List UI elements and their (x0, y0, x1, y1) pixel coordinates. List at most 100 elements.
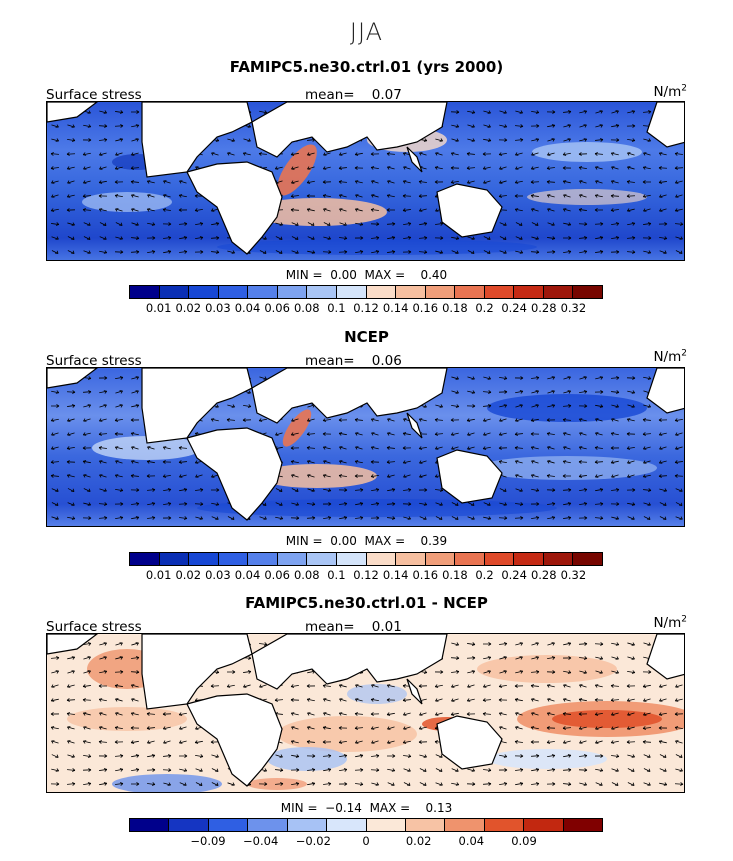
panel1-minmax: MIN = 0.00 MAX = 0.40 (0, 268, 733, 282)
panel2-colorbar-ticks: 0.01 0.02 0.03 0.04 0.06 0.08 0.1 0.12 0.14 0.16 0… (129, 568, 603, 582)
colorbar-swatch (248, 286, 278, 298)
colorbar-swatch (425, 286, 456, 298)
colorbar-tick-label: 0.28 (530, 568, 557, 582)
colorbar-swatch (366, 286, 397, 298)
panel1-min-label: MIN = (285, 268, 323, 282)
colorbar-tick-label: 0.01 (145, 568, 172, 582)
colorbar-swatch (336, 553, 367, 565)
panel3-title: FAMIPC5.ne30.ctrl.01 - NCEP (245, 594, 488, 612)
panel3-units-exp: 2 (681, 614, 687, 625)
panel3-min-value: −0.14 (325, 801, 362, 815)
colorbar-tick-label: −0.02 (295, 834, 331, 848)
colorbar-tick-label: 0.32 (560, 301, 587, 315)
colorbar-swatch (208, 819, 249, 831)
colorbar-swatch (218, 286, 249, 298)
panel2-mean: mean= 0.06 (305, 354, 402, 368)
panel2-map (46, 367, 685, 527)
colorbar-swatch (366, 819, 406, 831)
colorbar-tick-label: 0.06 (264, 568, 290, 582)
colorbar-swatch (396, 553, 426, 565)
panel3-coastlines (47, 634, 684, 787)
colorbar-swatch (277, 553, 308, 565)
colorbar-swatch (159, 286, 190, 298)
panel1-units-exp: 2 (681, 83, 687, 94)
panel3-diff-patches (67, 649, 684, 792)
colorbar-swatch (484, 819, 525, 831)
panel2-mean-value: 0.06 (371, 353, 402, 369)
panel3-mean-label: mean= (305, 619, 355, 635)
colorbar-tick-label: 0.2 (475, 301, 494, 315)
colorbar-tick-label: 0.28 (530, 301, 557, 315)
colorbar-swatch (543, 553, 574, 565)
colorbar-swatch (336, 286, 367, 298)
panel1-mean: mean= 0.07 (305, 88, 402, 102)
colorbar-swatch (573, 553, 602, 565)
panel2-mean-label: mean= (305, 353, 355, 369)
panel3-units-base: N/m (653, 615, 682, 631)
colorbar-swatch (189, 286, 219, 298)
colorbar-swatch (563, 819, 603, 831)
colorbar-tick-label: 0.32 (560, 568, 587, 582)
colorbar-swatch (287, 819, 328, 831)
panel3-map (46, 633, 685, 793)
colorbar-swatch (130, 819, 170, 831)
colorbar-swatch (248, 819, 288, 831)
colorbar-tick-label: 0.03 (205, 301, 231, 315)
colorbar-tick-label: 0 (362, 834, 370, 848)
colorbar-swatch (524, 819, 564, 831)
colorbar-tick-label: 0.16 (412, 568, 439, 582)
panel1-map-svg (47, 102, 684, 260)
panel1-map (46, 101, 685, 261)
colorbar-swatch (573, 286, 602, 298)
colorbar-swatch (218, 553, 249, 565)
panel3-map-svg (47, 634, 684, 792)
colorbar-swatch (514, 553, 544, 565)
colorbar-tick-label: 0.02 (175, 568, 202, 582)
colorbar-swatch (159, 553, 190, 565)
colorbar-tick-label: 0.18 (442, 568, 468, 582)
panel2-max-value: 0.39 (420, 534, 448, 548)
panel3-units: N/m2 (653, 614, 687, 631)
colorbar-tick-label: 0.24 (501, 568, 527, 582)
colorbar-tick-label: 0.24 (501, 301, 527, 315)
panel1-mean-label: mean= (305, 87, 355, 103)
colorbar-tick-label: 0.02 (175, 301, 202, 315)
panel2-units: N/m2 (653, 349, 687, 364)
colorbar-tick-label: 0.16 (412, 301, 439, 315)
panel2-coastlines (47, 368, 684, 521)
colorbar-swatch (366, 553, 397, 565)
panel1-mean-value: 0.07 (371, 87, 402, 103)
panel3-max-label: MAX = (369, 801, 411, 815)
panel3-minmax: MIN = −0.14 MAX = 0.13 (0, 801, 733, 815)
colorbar-swatch (307, 286, 337, 298)
colorbar-swatch (514, 286, 544, 298)
colorbar-tick-label: 0.12 (353, 568, 379, 582)
colorbar-swatch (130, 553, 160, 565)
colorbar-swatch (484, 286, 515, 298)
panel1-units-base: N/m (653, 84, 682, 100)
panel2-minmax: MIN = 0.00 MAX = 0.39 (0, 534, 733, 548)
panel3-min-label: MIN = (280, 801, 318, 815)
colorbar-swatch (445, 819, 485, 831)
colorbar-tick-label: 0.03 (205, 568, 231, 582)
panel1-colorbar-ticks: 0.01 0.02 0.03 0.04 0.06 0.08 0.1 0.12 0.14 0.16 0… (129, 301, 603, 315)
colorbar-tick-label: 0.1 (327, 301, 346, 315)
colorbar-tick-label: 0.08 (293, 568, 320, 582)
panel3-mean-value: 0.01 (371, 619, 402, 635)
panel1-colorbar (129, 285, 603, 299)
colorbar-tick-label: 0.18 (442, 301, 468, 315)
colorbar-tick-label: 0.09 (511, 834, 537, 848)
colorbar-swatch (455, 553, 485, 565)
panel2-map-svg (47, 368, 684, 526)
colorbar-tick-label: 0.08 (293, 301, 320, 315)
panel1-units: N/m2 (653, 83, 687, 100)
colorbar-tick-label: 0.04 (234, 301, 261, 315)
season-title: JJA (349, 18, 384, 46)
colorbar-swatch (396, 286, 426, 298)
colorbar-swatch (169, 819, 209, 831)
colorbar-tick-label: 0.12 (353, 301, 379, 315)
colorbar-tick-label: 0.06 (264, 301, 290, 315)
colorbar-tick-label: 0.14 (382, 568, 409, 582)
panel1-title: FAMIPC5.ne30.ctrl.01 (yrs 2000) (229, 58, 504, 76)
panel3-mean: mean= 0.01 (305, 620, 402, 634)
